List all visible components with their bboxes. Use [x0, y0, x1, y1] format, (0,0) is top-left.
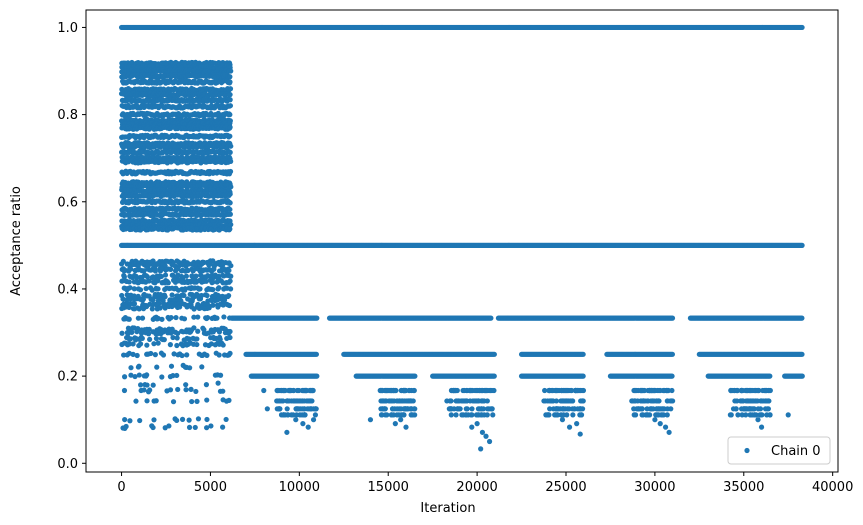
data-point	[227, 97, 233, 103]
data-point	[227, 124, 233, 130]
data-point	[799, 24, 805, 31]
data-point	[313, 351, 319, 357]
data-point	[314, 315, 320, 321]
data-point	[412, 373, 418, 379]
data-point	[799, 315, 805, 321]
data-point	[491, 351, 497, 357]
data-points-group	[118, 24, 805, 452]
data-point	[227, 168, 234, 175]
data-point	[227, 149, 233, 155]
data-point	[669, 351, 676, 357]
data-point	[228, 158, 234, 164]
data-point	[799, 242, 805, 248]
data-point	[580, 373, 586, 379]
data-point	[669, 315, 676, 321]
data-point	[227, 103, 234, 109]
data-point	[669, 373, 675, 379]
data-point	[799, 351, 805, 357]
data-point	[228, 143, 234, 149]
data-point	[491, 373, 497, 379]
data-point	[227, 86, 234, 92]
data-point	[767, 373, 773, 379]
data-point	[227, 79, 233, 85]
data-point	[228, 68, 234, 74]
data-point	[488, 315, 494, 321]
data-point	[227, 133, 233, 139]
data-point	[799, 373, 805, 379]
data-point	[227, 191, 233, 197]
data-point	[227, 112, 233, 118]
data-point	[314, 373, 320, 379]
data-point	[580, 351, 586, 357]
